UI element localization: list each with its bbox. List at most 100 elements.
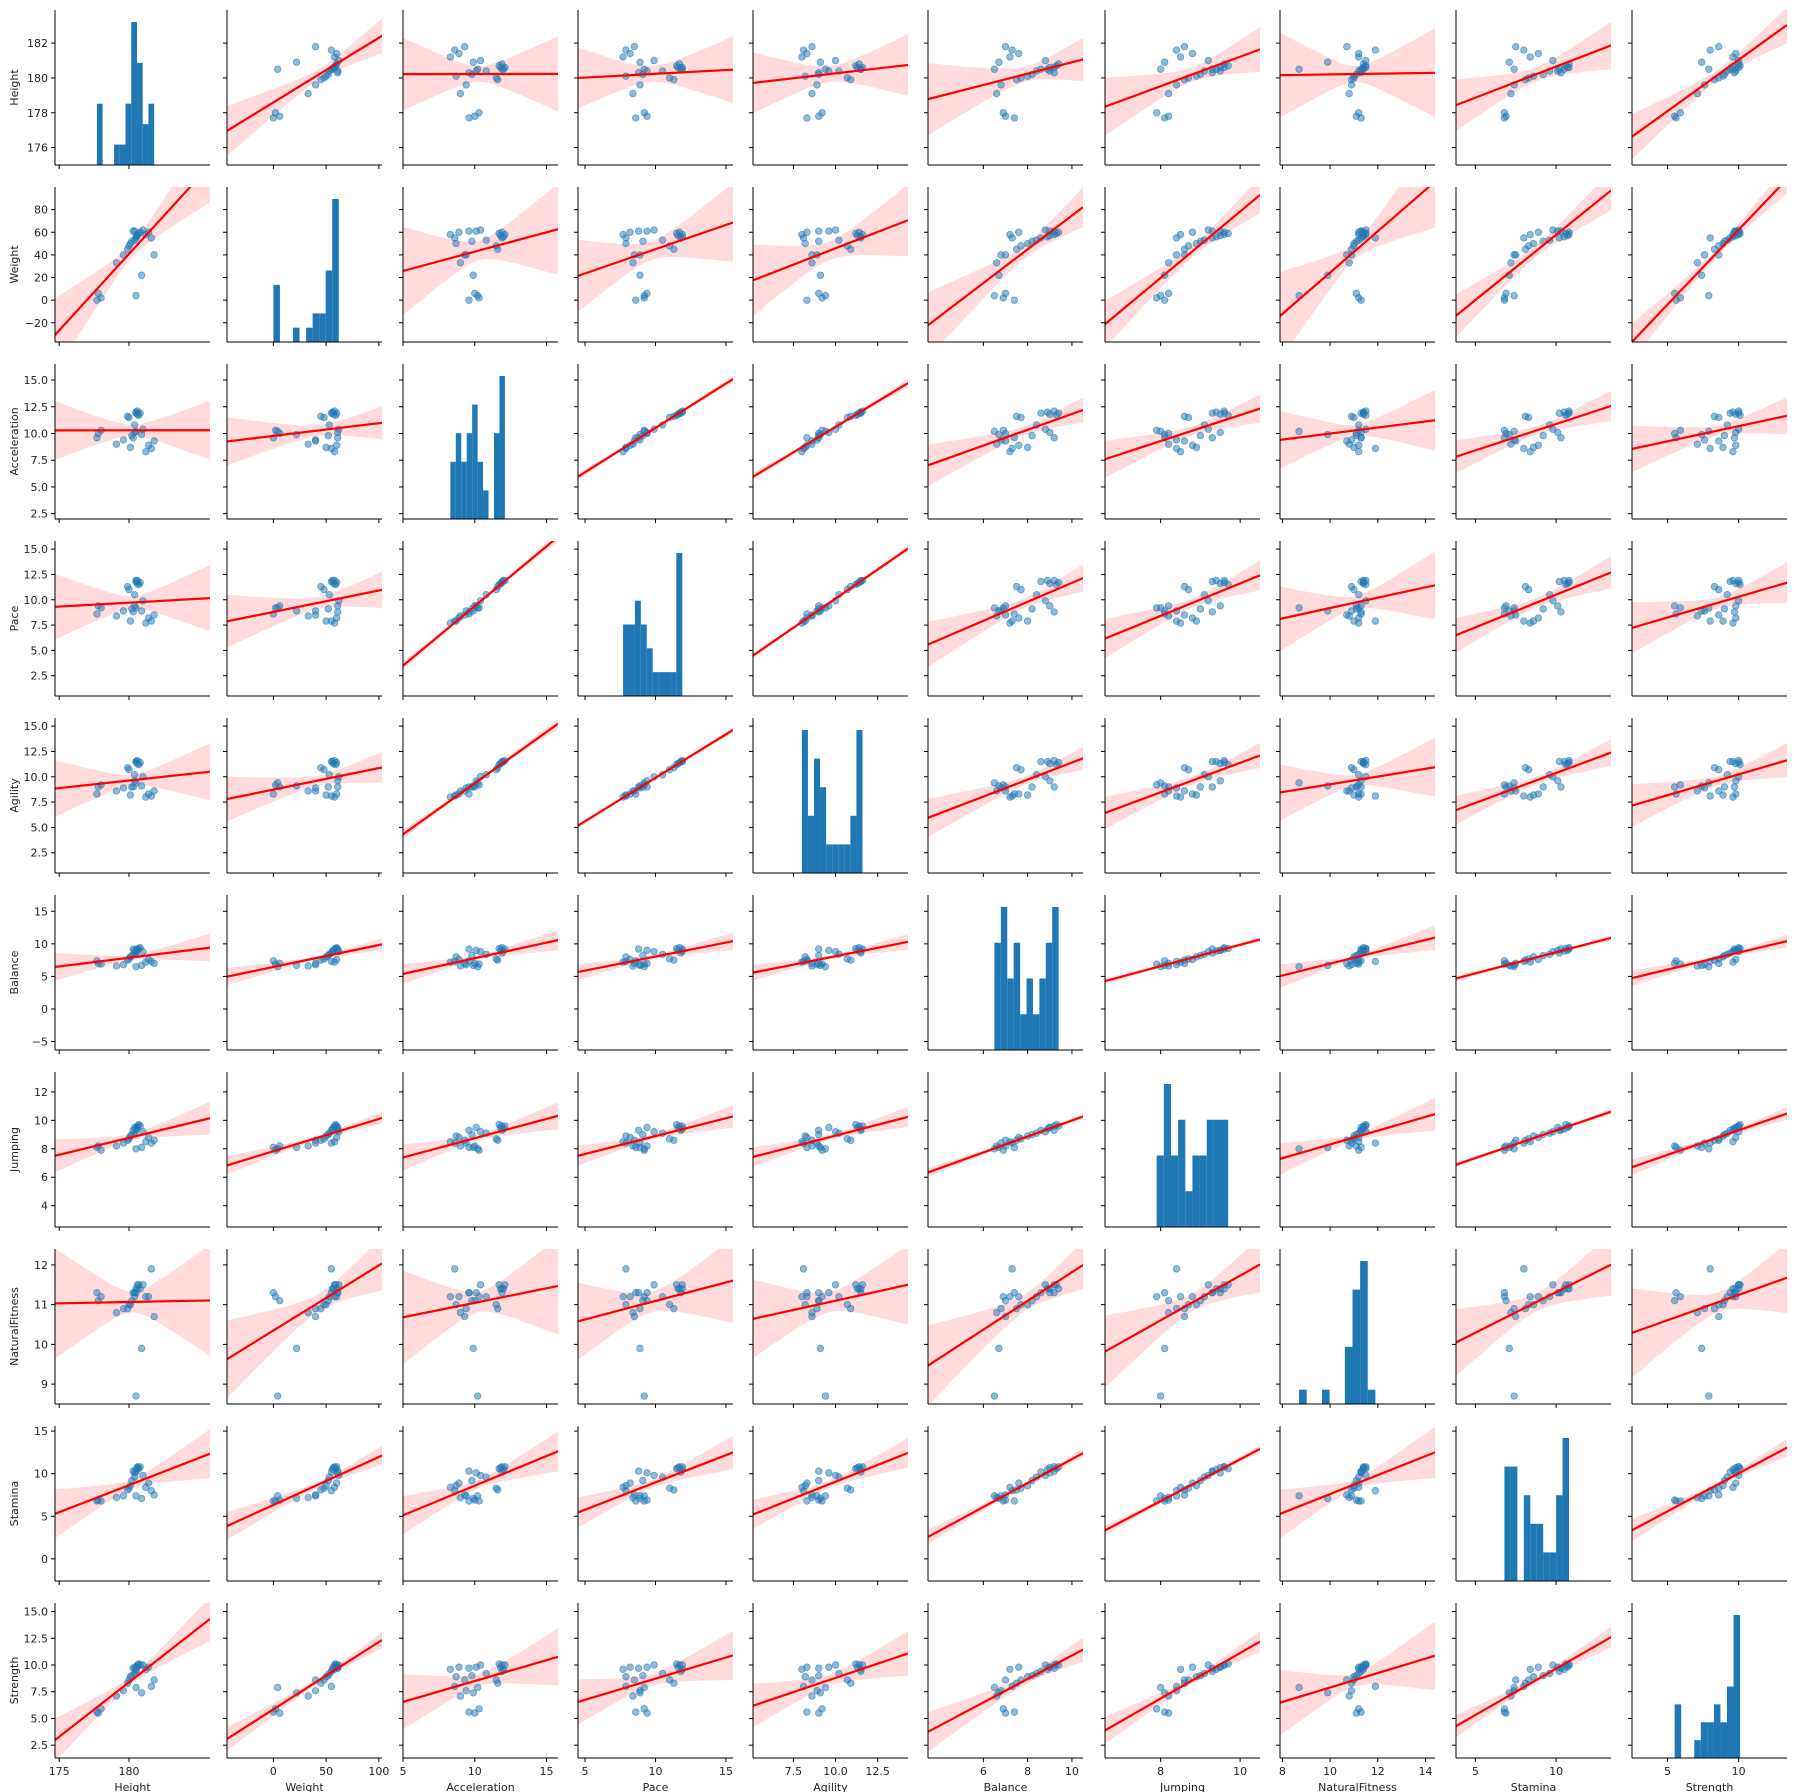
data-point — [311, 1312, 320, 1321]
regression-line — [403, 1450, 558, 1517]
data-point — [1216, 67, 1224, 75]
histogram-bar — [493, 433, 500, 519]
data-point — [1164, 259, 1173, 267]
y-axis-label: Jumping — [8, 1127, 21, 1173]
data-point — [658, 236, 667, 244]
data-point — [643, 1469, 651, 1477]
data-point — [1549, 56, 1557, 65]
x-axis-label: Jumping — [1159, 1781, 1205, 1792]
data-point — [1723, 590, 1731, 599]
data-point — [619, 1665, 627, 1673]
y-tick-label: 9 — [41, 1378, 48, 1391]
data-point — [465, 945, 473, 953]
data-point — [1172, 444, 1181, 453]
data-point — [482, 1669, 490, 1678]
plot-area — [450, 376, 505, 519]
confidence-band — [227, 406, 382, 466]
panel-weight-vs-acceleration — [399, 187, 558, 346]
data-point — [1715, 413, 1723, 422]
plot-area — [928, 397, 1083, 487]
data-point — [815, 237, 823, 246]
data-point — [304, 962, 312, 970]
data-point — [632, 1708, 640, 1716]
data-point — [803, 1708, 811, 1716]
data-point — [476, 56, 485, 65]
data-point — [1015, 790, 1023, 798]
regression-line — [1105, 1447, 1260, 1532]
data-point — [273, 779, 282, 787]
data-point — [446, 53, 455, 61]
data-point — [97, 1497, 105, 1505]
histogram-bar — [1020, 1014, 1027, 1050]
data-point — [304, 787, 312, 795]
data-point — [1565, 228, 1573, 236]
regression-line — [1280, 187, 1431, 317]
plot-area — [1632, 1107, 1787, 1176]
data-point — [636, 58, 644, 66]
plot-area — [273, 199, 339, 342]
data-point — [1549, 597, 1557, 605]
data-point — [1539, 431, 1547, 440]
data-point — [1001, 42, 1010, 51]
data-point — [335, 1281, 343, 1289]
confidence-band — [227, 1249, 382, 1398]
plot-area — [753, 545, 908, 659]
histogram-bar — [148, 103, 155, 165]
plot-area — [55, 1101, 210, 1173]
data-point — [1050, 434, 1058, 442]
data-point — [634, 1664, 643, 1672]
data-point — [818, 109, 826, 117]
plot-area — [403, 1249, 558, 1400]
data-point — [1208, 434, 1217, 442]
data-point — [498, 944, 506, 952]
y-tick-label: 12.5 — [24, 401, 49, 414]
data-point — [1188, 228, 1197, 236]
x-axis-label: Weight — [285, 1781, 324, 1792]
regression-line — [403, 1655, 558, 1703]
panel-balance-vs-weight — [223, 895, 382, 1054]
histogram-bar — [1344, 1346, 1353, 1404]
plot-area — [55, 743, 210, 817]
data-point — [629, 89, 637, 98]
data-point — [1006, 53, 1014, 61]
data-point — [473, 1683, 482, 1692]
data-point — [1371, 957, 1380, 966]
histogram-bar — [461, 461, 467, 519]
data-point — [125, 765, 133, 774]
y-tick-label: 180 — [27, 72, 48, 85]
panel-jumping-vs-stamina — [1452, 1072, 1611, 1231]
y-tick-label: 5.0 — [31, 481, 49, 494]
panel-naturalfitness-vs-balance — [924, 1249, 1083, 1408]
regression-line — [753, 219, 908, 282]
data-point — [1362, 226, 1370, 234]
histogram-bar — [1213, 1119, 1222, 1227]
data-point — [97, 604, 105, 612]
data-point — [1050, 608, 1058, 616]
panel-strength-vs-weight: 0 50 100 Weight — [223, 1603, 389, 1792]
data-point — [1512, 42, 1520, 51]
data-point — [1354, 1663, 1363, 1671]
panel-weight-vs-jumping — [1101, 187, 1260, 346]
data-point — [1180, 1491, 1189, 1499]
histogram-bar — [455, 433, 462, 519]
data-point — [1362, 56, 1370, 65]
data-point — [1732, 67, 1740, 75]
y-tick-label: −5 — [32, 1036, 48, 1049]
data-point — [1350, 413, 1358, 422]
data-point — [1172, 234, 1181, 242]
data-point — [465, 1126, 473, 1135]
y-tick-label: 10 — [34, 938, 48, 951]
panel-jumping-vs-balance — [924, 1072, 1083, 1231]
data-point — [450, 1265, 459, 1273]
data-point — [675, 1661, 684, 1669]
data-point — [97, 294, 105, 302]
plot-area — [578, 375, 733, 480]
data-point — [476, 1281, 485, 1289]
data-point — [997, 81, 1005, 89]
x-tick-label: 10 — [1323, 1765, 1337, 1778]
data-point — [1357, 1123, 1365, 1132]
data-point — [1359, 758, 1368, 767]
x-axis-label: Agility — [813, 1781, 848, 1792]
data-point — [990, 604, 999, 612]
data-point — [1164, 1296, 1173, 1305]
